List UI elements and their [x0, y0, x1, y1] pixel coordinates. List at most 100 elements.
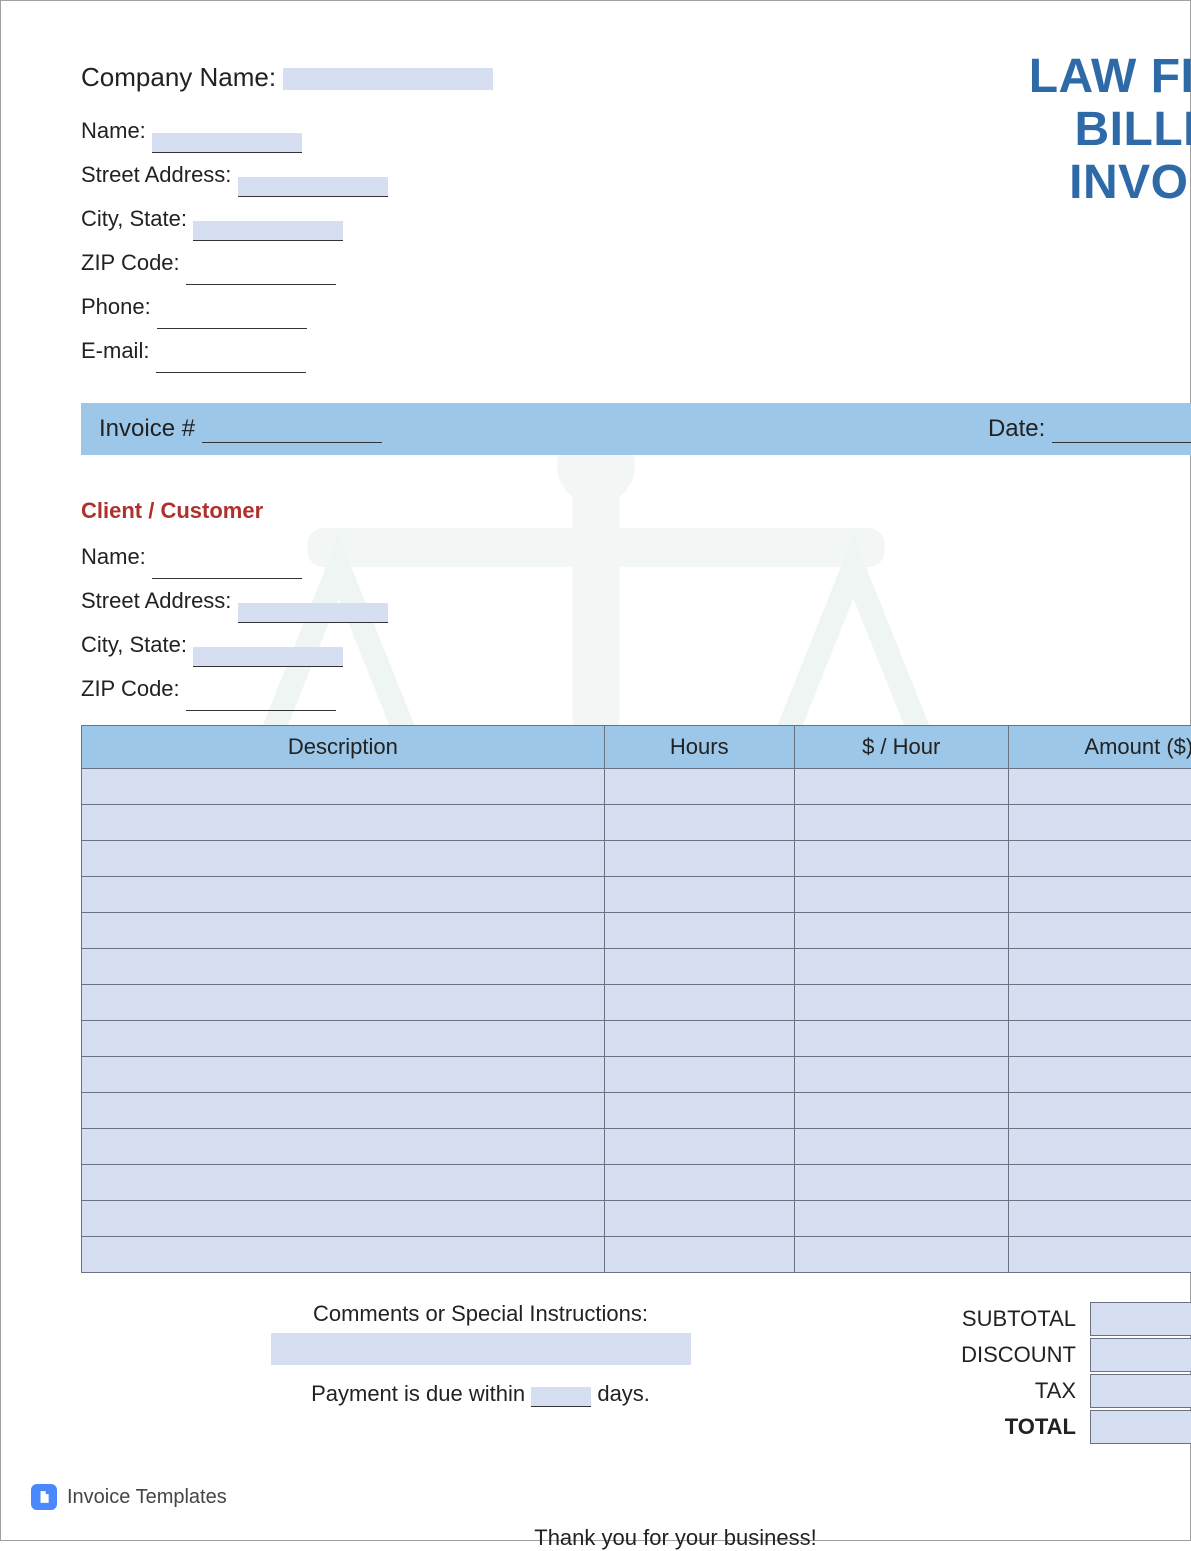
- cell-rate[interactable]: [794, 769, 1008, 805]
- cell-amount[interactable]: [1008, 1057, 1191, 1093]
- cell-description[interactable]: [82, 985, 605, 1021]
- company-field-city-label: City, State:: [81, 206, 187, 231]
- cell-rate[interactable]: [794, 1129, 1008, 1165]
- cell-hours[interactable]: [604, 949, 794, 985]
- company-field-street-label: Street Address:: [81, 162, 231, 187]
- client-name-label: Name:: [81, 544, 146, 569]
- invoice-number-input[interactable]: [202, 423, 382, 443]
- cell-description[interactable]: [82, 1237, 605, 1273]
- comments-input[interactable]: [271, 1333, 691, 1365]
- company-field-zip-input[interactable]: [186, 265, 336, 285]
- total-value[interactable]: [1090, 1410, 1191, 1444]
- cell-rate[interactable]: [794, 1201, 1008, 1237]
- tax-label: TAX: [920, 1378, 1090, 1404]
- cell-amount[interactable]: [1008, 1237, 1191, 1273]
- cell-description[interactable]: [82, 1057, 605, 1093]
- cell-description[interactable]: [82, 949, 605, 985]
- client-zip-input[interactable]: [186, 691, 336, 711]
- company-field-city-input[interactable]: [193, 221, 343, 241]
- table-row: [82, 841, 1191, 877]
- payment-due-prefix: Payment is due within: [311, 1381, 525, 1406]
- table-row: [82, 1165, 1191, 1201]
- cell-description[interactable]: [82, 877, 605, 913]
- client-city-input[interactable]: [193, 647, 343, 667]
- cell-hours[interactable]: [604, 1129, 794, 1165]
- cell-hours[interactable]: [604, 877, 794, 913]
- cell-hours[interactable]: [604, 769, 794, 805]
- discount-label: DISCOUNT: [920, 1342, 1090, 1368]
- cell-description[interactable]: [82, 805, 605, 841]
- cell-amount[interactable]: [1008, 841, 1191, 877]
- cell-rate[interactable]: [794, 877, 1008, 913]
- cell-amount[interactable]: [1008, 1165, 1191, 1201]
- cell-hours[interactable]: [604, 913, 794, 949]
- company-field-email-input[interactable]: [156, 353, 306, 373]
- cell-hours[interactable]: [604, 1093, 794, 1129]
- cell-description[interactable]: [82, 1129, 605, 1165]
- total-label: TOTAL: [920, 1414, 1090, 1440]
- cell-description[interactable]: [82, 1021, 605, 1057]
- company-field-phone-input[interactable]: [157, 309, 307, 329]
- tax-value[interactable]: [1090, 1374, 1191, 1408]
- company-name-label: Company Name:: [81, 62, 276, 92]
- invoice-templates-icon: [31, 1484, 57, 1510]
- payment-days-input[interactable]: [531, 1387, 591, 1407]
- client-zip-label: ZIP Code:: [81, 676, 180, 701]
- cell-hours[interactable]: [604, 1201, 794, 1237]
- cell-hours[interactable]: [604, 805, 794, 841]
- cell-hours[interactable]: [604, 1057, 794, 1093]
- cell-amount[interactable]: [1008, 1201, 1191, 1237]
- subtotal-label: SUBTOTAL: [920, 1306, 1090, 1332]
- discount-value[interactable]: [1090, 1338, 1191, 1372]
- cell-description[interactable]: [82, 769, 605, 805]
- table-row: [82, 949, 1191, 985]
- cell-amount[interactable]: [1008, 985, 1191, 1021]
- cell-hours[interactable]: [604, 1237, 794, 1273]
- company-name-input[interactable]: [283, 68, 493, 90]
- cell-rate[interactable]: [794, 949, 1008, 985]
- cell-amount[interactable]: [1008, 877, 1191, 913]
- cell-hours[interactable]: [604, 985, 794, 1021]
- cell-rate[interactable]: [794, 805, 1008, 841]
- cell-rate[interactable]: [794, 841, 1008, 877]
- cell-hours[interactable]: [604, 841, 794, 877]
- company-field-street-input[interactable]: [238, 177, 388, 197]
- client-name-input[interactable]: [152, 559, 302, 579]
- subtotal-value[interactable]: [1090, 1302, 1191, 1336]
- table-row: [82, 805, 1191, 841]
- line-items-table: Description Hours $ / Hour Amount ($): [81, 725, 1191, 1273]
- cell-rate[interactable]: [794, 985, 1008, 1021]
- cell-amount[interactable]: [1008, 1093, 1191, 1129]
- cell-rate[interactable]: [794, 1093, 1008, 1129]
- invoice-number-label: Invoice #: [99, 415, 195, 442]
- company-info-block: Company Name: Name: Street Address: City…: [81, 51, 493, 373]
- cell-amount[interactable]: [1008, 1021, 1191, 1057]
- cell-amount[interactable]: [1008, 1129, 1191, 1165]
- cell-rate[interactable]: [794, 1237, 1008, 1273]
- payment-due-suffix: days.: [597, 1381, 650, 1406]
- cell-rate[interactable]: [794, 1165, 1008, 1201]
- invoice-info-bar: Invoice # Date:: [81, 403, 1191, 455]
- cell-rate[interactable]: [794, 913, 1008, 949]
- comments-heading: Comments or Special Instructions:: [81, 1301, 880, 1327]
- cell-rate[interactable]: [794, 1057, 1008, 1093]
- cell-amount[interactable]: [1008, 805, 1191, 841]
- cell-amount[interactable]: [1008, 913, 1191, 949]
- cell-description[interactable]: [82, 841, 605, 877]
- cell-hours[interactable]: [604, 1165, 794, 1201]
- company-field-name-input[interactable]: [152, 133, 302, 153]
- column-amount: Amount ($): [1008, 726, 1191, 769]
- cell-description[interactable]: [82, 1093, 605, 1129]
- cell-description[interactable]: [82, 1165, 605, 1201]
- table-row: [82, 985, 1191, 1021]
- client-street-label: Street Address:: [81, 588, 231, 613]
- cell-description[interactable]: [82, 913, 605, 949]
- invoice-date-input[interactable]: [1052, 423, 1191, 443]
- client-info-block: Client / Customer Name: Street Address: …: [81, 489, 1191, 711]
- client-street-input[interactable]: [238, 603, 388, 623]
- cell-rate[interactable]: [794, 1021, 1008, 1057]
- cell-amount[interactable]: [1008, 769, 1191, 805]
- cell-description[interactable]: [82, 1201, 605, 1237]
- cell-hours[interactable]: [604, 1021, 794, 1057]
- cell-amount[interactable]: [1008, 949, 1191, 985]
